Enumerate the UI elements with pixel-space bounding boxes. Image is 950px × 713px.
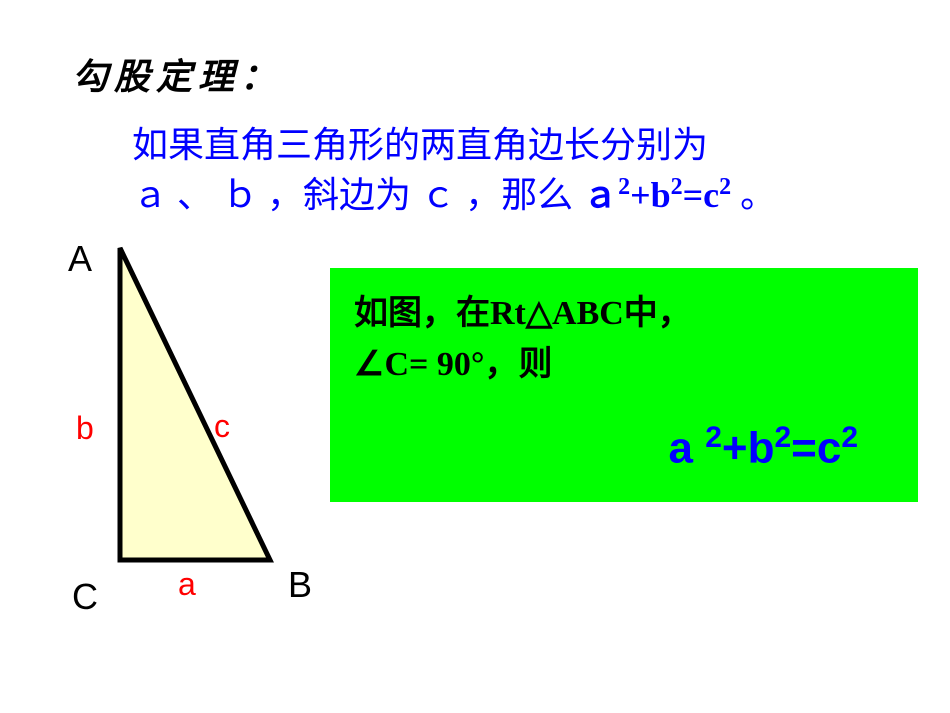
stmt-sep1: 、 <box>177 175 213 215</box>
stmt-t3: ，那么 <box>465 175 573 215</box>
green-line2: ∠C= 90°，则 <box>354 339 894 390</box>
green-info-box: 如图，在Rt△ABC中， ∠C= 90°，则 a 2+b2=c2 <box>330 268 918 502</box>
stmt-period: 。 <box>740 175 776 215</box>
side-a: a <box>178 566 196 603</box>
green-line1: 如图，在Rt△ABC中， <box>354 288 894 339</box>
side-c: c <box>214 408 230 445</box>
eq-supb: 2 <box>774 421 791 454</box>
stmt-eq-supc: 2 <box>719 174 731 200</box>
statement-line1: 如果直角三角形的两直角边长分别为 <box>132 125 708 165</box>
stmt-eq-eqc: =c <box>683 175 720 215</box>
stmt-t2: ，斜边为 <box>267 175 411 215</box>
theorem-statement: 如果直角三角形的两直角边长分别为 ａ 、 ｂ ，斜边为 ｃ ，那么 ａ2+b2=… <box>132 120 902 221</box>
stmt-eq-a: ａ <box>582 175 618 215</box>
triangle-svg <box>30 230 320 620</box>
side-b: b <box>76 410 94 447</box>
triangle-shape <box>120 248 270 560</box>
eq-plusb: +b <box>722 424 775 473</box>
theorem-title: 勾股定理： <box>72 48 282 100</box>
eq-eqc: =c <box>791 424 841 473</box>
vertex-A: A <box>68 238 92 280</box>
stmt-eq-plusb: +b <box>630 175 671 215</box>
eq-a: a <box>668 424 692 473</box>
stmt-eq-supb: 2 <box>671 174 683 200</box>
eq-supa: 2 <box>705 421 722 454</box>
stmt-c: ｃ <box>420 175 456 215</box>
stmt-b: ｂ <box>222 175 258 215</box>
vertex-C: C <box>72 576 98 618</box>
stmt-a: ａ <box>132 175 168 215</box>
eq-supc: 2 <box>841 421 858 454</box>
stmt-eq-supa: 2 <box>618 174 630 200</box>
pythagoras-equation: a 2+b2=c2 <box>668 421 858 474</box>
vertex-B: B <box>288 564 312 606</box>
triangle-diagram: A B C a b c <box>30 230 320 620</box>
